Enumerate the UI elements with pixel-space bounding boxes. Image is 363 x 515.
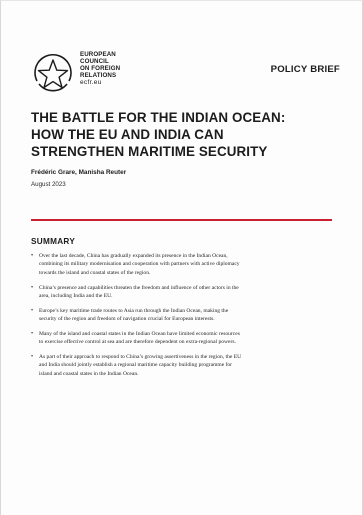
bullet-dot-icon: •	[31, 330, 34, 337]
doc-type-label: POLICY BRIEF	[270, 64, 340, 75]
org-name-line: EUROPEAN	[80, 51, 116, 58]
summary-bullet: • Europe’s key maritime trade routes to A…	[31, 307, 333, 324]
summary-bullet: • As part of their approach to respond to…	[31, 353, 333, 378]
summary-bullet-line: island and coastal states in the Indian …	[39, 370, 139, 377]
bullet-dot-icon: •	[31, 353, 34, 360]
org-name-line: ON FOREIGN	[80, 65, 121, 72]
summary-bullet-line: China’s presence and capabilities threat…	[39, 284, 239, 291]
ecfr-logo-text: EUROPEAN COUNCIL ON FOREIGN RELATIONS ec…	[80, 51, 120, 86]
ecfr-star-emblem-icon	[34, 54, 72, 92]
title-line: STRENGTHEN MARITIME SECURITY	[31, 144, 268, 159]
bullet-dot-icon: •	[31, 307, 34, 314]
summary-bullet: • Over the last decade, China has gradual…	[31, 252, 333, 277]
summary-bullet-line: Europe’s key maritime trade routes to As…	[39, 307, 229, 314]
summary-bullet-line: Many of the island and coastal states in…	[39, 330, 240, 337]
summary-bullet-line: As part of their approach to respond to …	[39, 353, 242, 360]
summary-bullet: • Many of the island and coastal states i…	[31, 330, 333, 347]
summary-bullet-line: to exercise effective control at sea and…	[39, 339, 236, 346]
publication-date: August 2023	[31, 181, 66, 188]
summary-bullet-line: towards the island and coastal states of…	[39, 269, 151, 276]
document-title: THE BATTLE FOR THE INDIAN OCEAN: HOW THE…	[31, 109, 341, 160]
summary-bullet-line: and India should jointly establish a reg…	[39, 362, 233, 369]
summary-bullet-line: security of the region and freedom of na…	[39, 316, 215, 323]
accent-divider	[31, 219, 332, 221]
summary-bullet-line: area, including India and the EU.	[39, 292, 113, 299]
ecfr-logo: EUROPEAN COUNCIL ON FOREIGN RELATIONS ec…	[31, 51, 171, 93]
summary-bullet: • China’s presence and capabilities threa…	[31, 284, 333, 301]
summary-list: • Over the last decade, China has gradual…	[31, 252, 333, 384]
title-line: HOW THE EU AND INDIA CAN	[31, 127, 224, 142]
summary-bullet-line: Over the last decade, China has graduall…	[39, 253, 228, 259]
bullet-dot-icon: •	[31, 284, 34, 291]
summary-bullet-line: combining its military modernisation and…	[39, 261, 240, 268]
authors: Frédéric Grare, Manisha Reuter	[31, 169, 127, 176]
org-site: ecfr.eu	[80, 79, 102, 86]
title-line: THE BATTLE FOR THE INDIAN OCEAN:	[31, 110, 286, 125]
summary-heading: SUMMARY	[31, 237, 76, 246]
org-name-line: COUNCIL	[80, 58, 109, 65]
org-name-line: RELATIONS	[80, 72, 117, 79]
bullet-dot-icon: •	[31, 253, 34, 259]
